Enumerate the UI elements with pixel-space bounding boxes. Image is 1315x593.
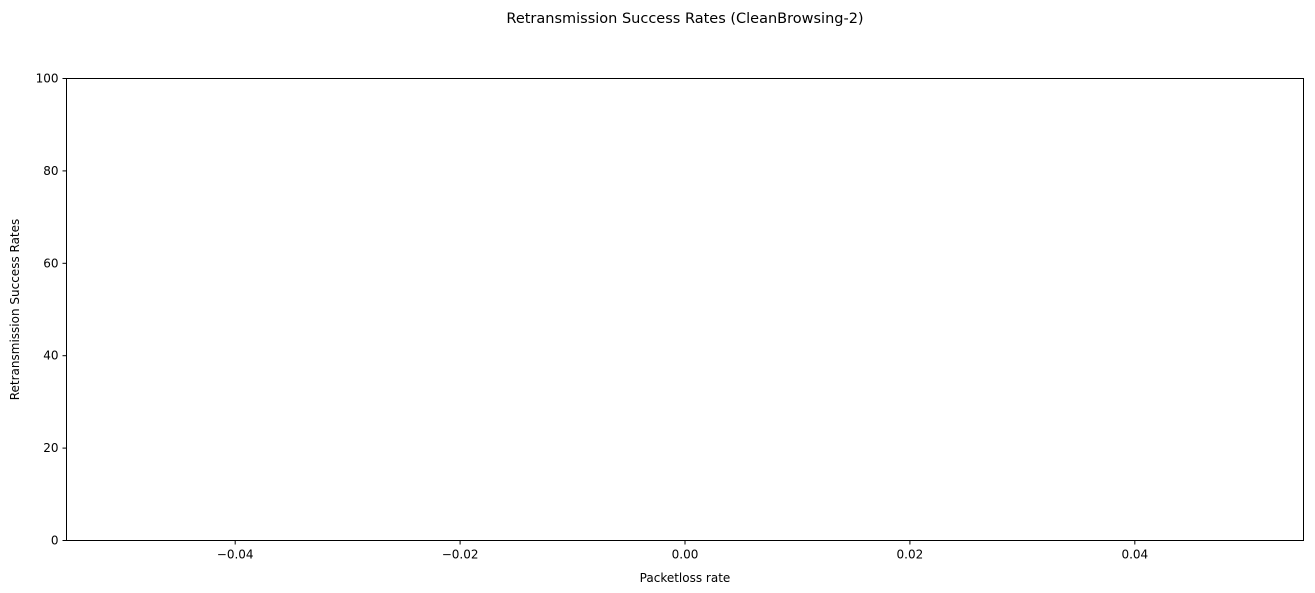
plot-area — [66, 78, 1304, 541]
y-tick-label: 80 — [43, 164, 58, 178]
y-axis-ticks: 0 20 40 60 80 100 — [36, 72, 67, 548]
y-tick-label: 100 — [36, 72, 59, 86]
x-tick-label: 0.04 — [1121, 548, 1148, 562]
y-tick-label: 40 — [43, 349, 58, 363]
x-tick-label: 0.00 — [672, 548, 699, 562]
chart-title: Retransmission Success Rates (CleanBrows… — [506, 11, 863, 27]
x-tick-label: −0.04 — [217, 548, 254, 562]
y-tick-label: 20 — [43, 441, 58, 455]
x-axis-label: Packetloss rate — [640, 571, 731, 585]
x-axis-ticks: −0.04 −0.02 0.00 0.02 0.04 — [217, 540, 1148, 562]
x-tick-label: 0.02 — [897, 548, 924, 562]
y-tick-label: 0 — [51, 534, 59, 548]
x-tick-label: −0.02 — [442, 548, 479, 562]
y-tick-label: 60 — [43, 256, 58, 270]
y-axis-label: Retransmission Success Rates — [8, 219, 22, 401]
